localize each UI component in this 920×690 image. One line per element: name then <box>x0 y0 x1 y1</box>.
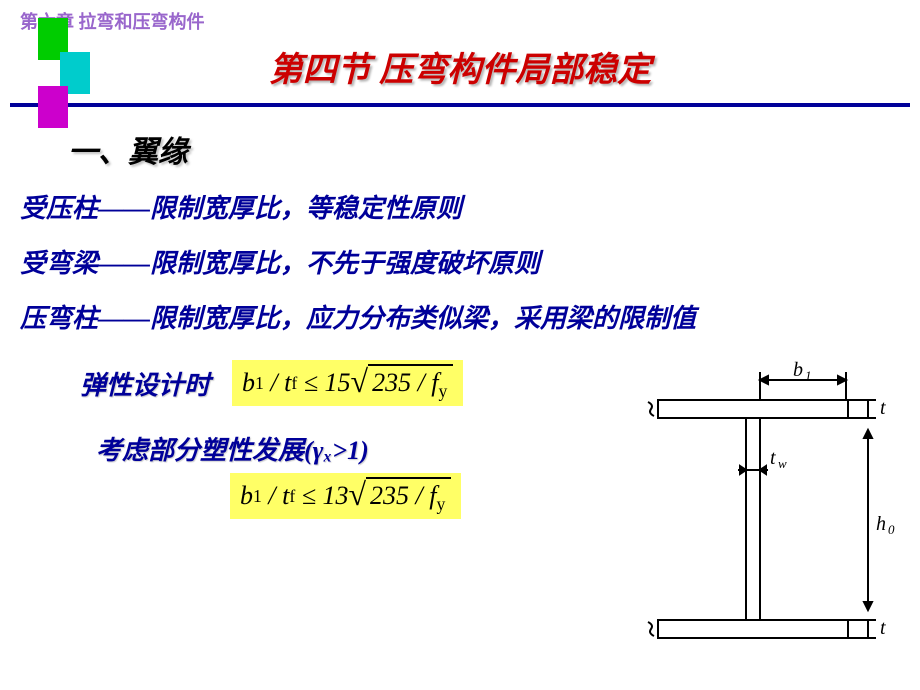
f2-rad-sub: y <box>437 494 446 514</box>
line-compression-column: 受压柱——限制宽厚比，等稳定性原则 <box>20 181 900 236</box>
f1-coeff: 15 <box>325 368 351 398</box>
page-title: 第四节 压弯构件局部稳定 <box>0 42 920 91</box>
f1-rad-slash: / <box>411 368 431 397</box>
f2-coeff: 13 <box>322 481 348 511</box>
formula-elastic-label: 弹性设计时 <box>80 365 232 402</box>
f1-var-t: t <box>284 368 291 398</box>
sqrt-icon: √ <box>348 476 366 513</box>
f2-sqrt: √ 235 / fy <box>348 477 451 515</box>
dim-label-t-bot: t <box>880 617 886 639</box>
f2-var-t: t <box>282 481 289 511</box>
f1-sqrt: √ 235 / fy <box>351 364 454 402</box>
dim-label-tw-sub: w <box>778 456 787 471</box>
dim-label-b1-sub: 1 <box>805 368 812 383</box>
dim-label-h0-sub: 0 <box>888 522 895 537</box>
f2-rad-slash: / <box>409 481 429 510</box>
formula-elastic: b1 / t f ≤ 15 √ 235 / fy <box>232 360 463 406</box>
f1-rad-num: 235 <box>372 368 411 397</box>
sqrt-icon: √ <box>351 363 369 400</box>
corner-decoration <box>38 18 93 133</box>
dim-label-tw: t <box>770 447 776 469</box>
f2-slash: / <box>262 481 282 511</box>
dim-label-b1: b <box>793 360 803 381</box>
dim-label-h0: h <box>876 513 886 535</box>
f1-rad-var: f <box>431 368 438 397</box>
subheading-flange: 一、翼缘 <box>20 127 900 181</box>
line-bending-beam: 受弯梁——限制宽厚比，不先于强度破坏原则 <box>20 236 900 291</box>
f1-slash: / <box>264 368 284 398</box>
f2-var-b: b <box>240 481 253 511</box>
section-diagram: b 1 t t h 0 t w <box>638 360 898 670</box>
f2-op: ≤ <box>295 481 322 511</box>
f1-sub-1: 1 <box>255 373 264 394</box>
f2-radicand: 235 / fy <box>366 477 451 515</box>
f2-sub-1: 1 <box>253 486 262 507</box>
f2-rad-var: f <box>429 481 436 510</box>
line-beam-column: 压弯柱——限制宽厚比，应力分布类似梁，采用梁的限制值 <box>20 291 900 346</box>
f1-var-b: b <box>242 368 255 398</box>
dim-label-t-top: t <box>880 397 886 419</box>
chapter-header: 第六章 拉弯和压弯构件 <box>0 0 920 34</box>
f1-op: ≤ <box>297 368 324 398</box>
f2-rad-num: 235 <box>370 481 409 510</box>
f1-rad-sub: y <box>439 381 448 401</box>
title-section: 第四节 压弯构件局部稳定 <box>0 34 920 103</box>
formula-plastic: b1 / t f ≤ 13 √ 235 / fy <box>230 473 461 519</box>
f1-radicand: 235 / fy <box>368 364 453 402</box>
